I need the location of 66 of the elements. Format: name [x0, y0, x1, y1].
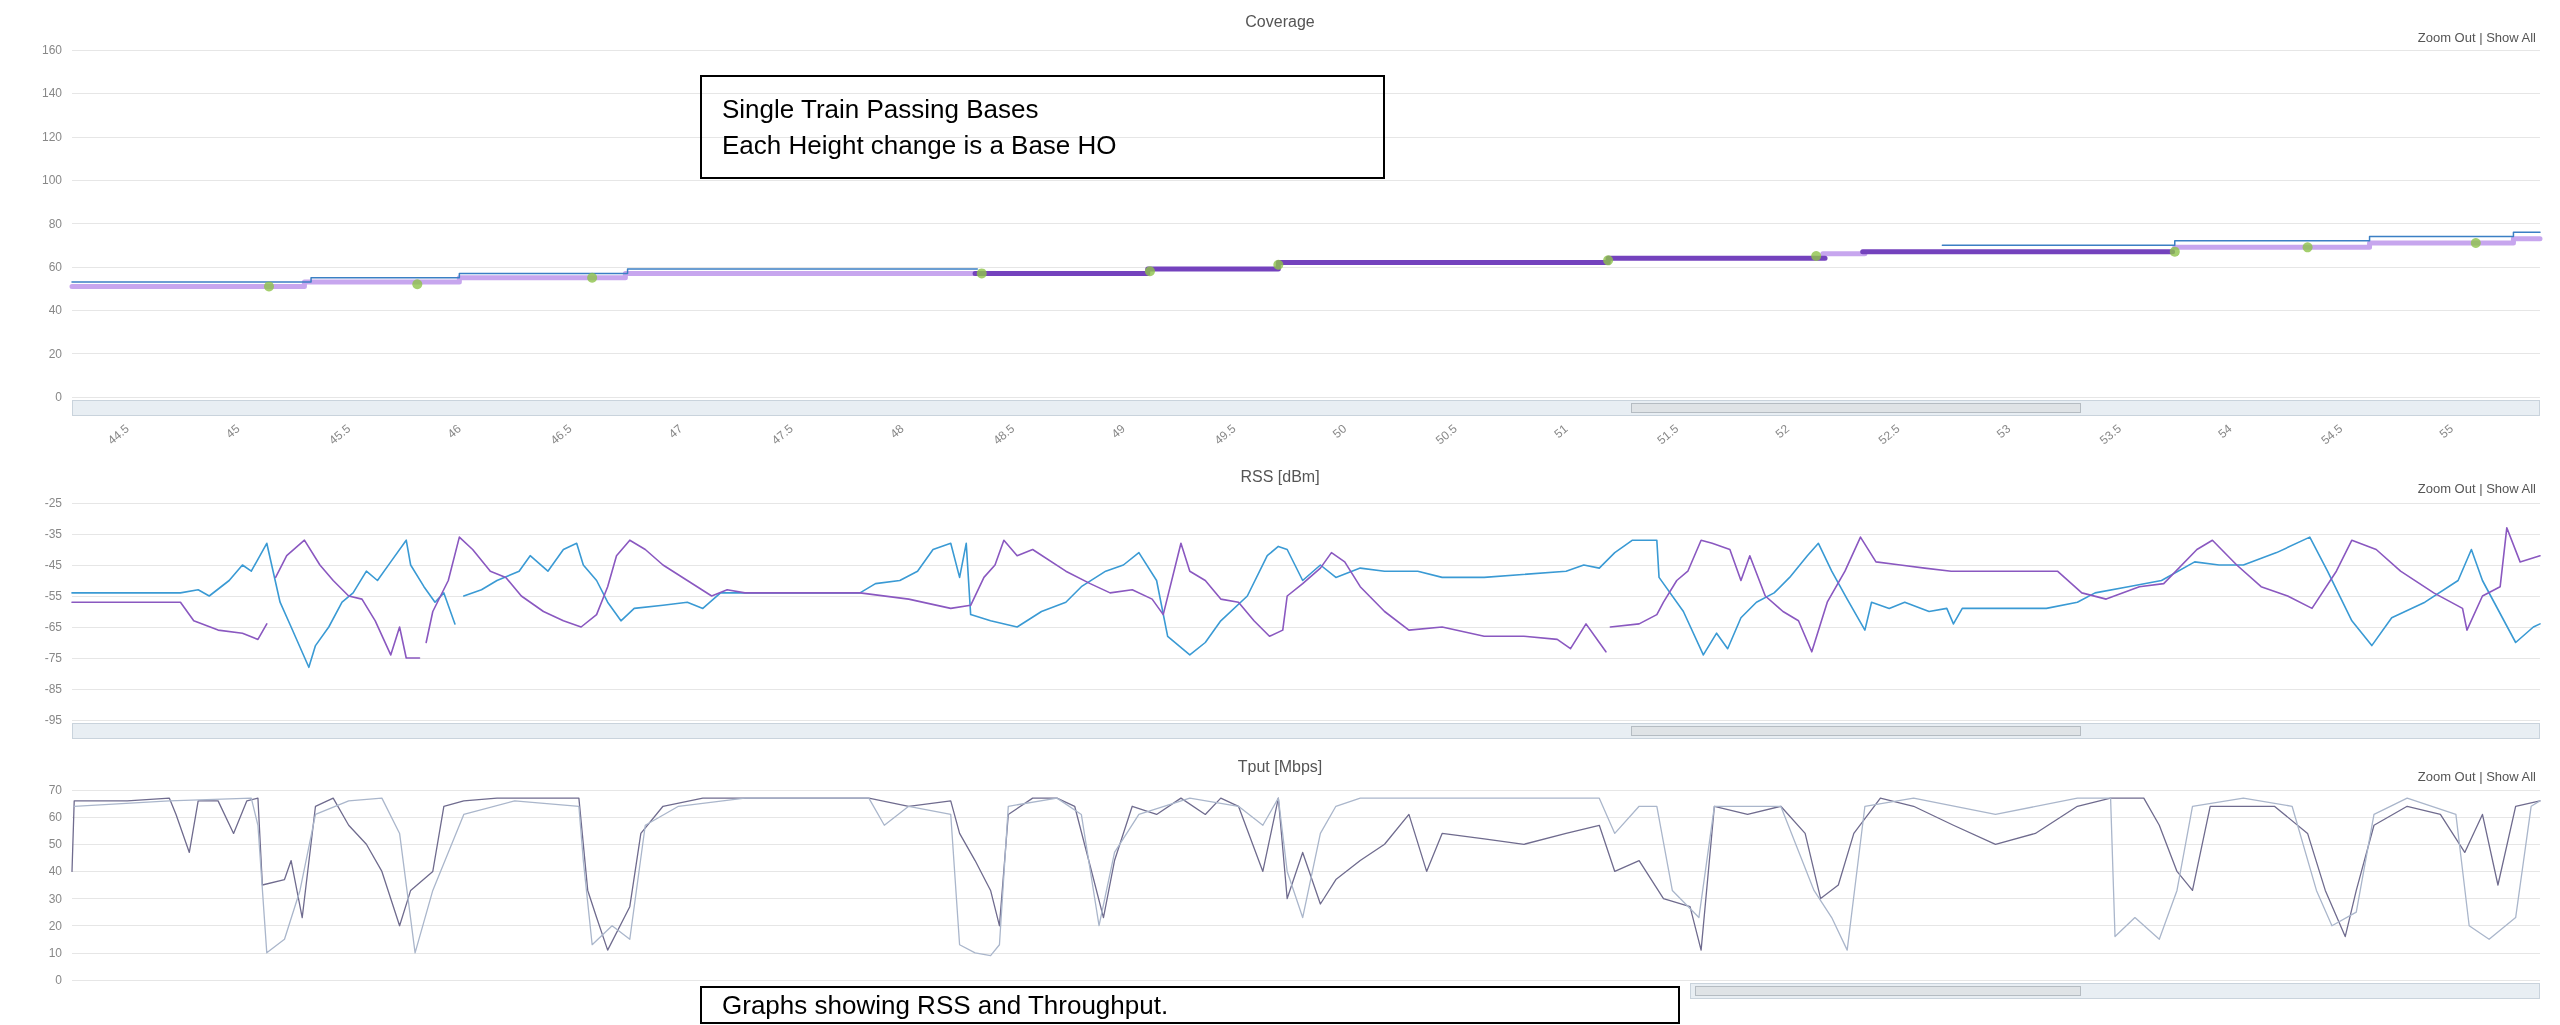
point [412, 279, 423, 290]
x-tick-label: 46.5 [547, 421, 575, 448]
x-tick-label: 50.5 [1433, 421, 1461, 448]
x-tick-label: 47.5 [768, 421, 797, 448]
point [976, 268, 987, 279]
y-tick-label: 140 [41, 86, 63, 101]
annotation: Single Train Passing Bases Each Height change is a Base HO [700, 75, 1385, 179]
y-tick-label: -95 [44, 713, 63, 727]
y-tick-label: -65 [44, 620, 63, 634]
y-tick-label: -45 [44, 558, 63, 572]
y-tick-label: 0 [55, 390, 63, 404]
x-tick-label: 53 [1994, 421, 2014, 441]
point [1273, 259, 1284, 270]
y-tick-label: -85 [44, 682, 63, 696]
x-tick-label: 53.5 [2097, 421, 2125, 448]
text: Zoom Out | Show All [2417, 481, 2536, 496]
chart-title: RSS [dBm] [1240, 467, 1320, 485]
point [264, 281, 274, 292]
x-tick-label: 55 [2436, 421, 2457, 441]
y-tick-label: -75 [44, 651, 63, 665]
text: Graphs showing RSS and Throughput. [700, 986, 1680, 1024]
x-tick-label: 51.5 [1654, 421, 1682, 448]
y-tick-label: 60 [48, 810, 63, 825]
chart-title: Coverage [1245, 12, 1315, 30]
x-tick-label: 48 [887, 421, 907, 441]
y-tick-label: 120 [41, 129, 63, 144]
y-tick-label: 30 [48, 891, 63, 906]
point [2470, 238, 2481, 249]
text: Zoom Out | Show All [2417, 769, 2536, 784]
x-tick-label: 46 [444, 421, 465, 441]
point [1144, 266, 1155, 277]
point [2169, 246, 2180, 257]
y-tick-label: 70 [48, 783, 63, 797]
y-tick-label: 20 [48, 346, 63, 361]
x-tick-label: 49.5 [1211, 421, 1239, 448]
y-tick-label: 0 [55, 973, 63, 987]
text: Zoom Out | Show All [2417, 30, 2536, 45]
x-tick-label: 52 [1772, 421, 1793, 441]
y-tick-label: -25 [44, 496, 63, 510]
point [1603, 255, 1614, 266]
x-tick-label: 54.5 [2318, 421, 2346, 448]
y-tick-label: 40 [48, 864, 63, 879]
chart-title: Tput [Mbps] [1237, 757, 1323, 775]
y-tick-label: -35 [44, 527, 63, 541]
x-tick-label: 49 [1108, 421, 1129, 441]
x-tick-label: 52.5 [1875, 421, 1903, 448]
point [2302, 242, 2313, 253]
x-tick-label: 51 [1551, 421, 1571, 441]
y-tick-label: 80 [48, 216, 63, 231]
y-tick-label: 40 [48, 303, 63, 318]
y-tick-label: 20 [48, 918, 63, 933]
x-tick-label: 45.5 [326, 421, 354, 448]
y-tick-label: 160 [41, 43, 63, 57]
y-tick-label: 10 [48, 945, 63, 960]
x-tick-label: 47 [665, 421, 686, 441]
y-tick-label: -55 [44, 589, 63, 603]
x-tick-label: 54 [2215, 421, 2235, 441]
y-tick-label: 60 [48, 259, 63, 274]
x-tick-label: 48.5 [990, 421, 1018, 448]
y-tick-label: 100 [41, 173, 63, 188]
y-tick-label: 50 [48, 837, 63, 852]
x-tick-label: 45 [223, 421, 243, 441]
point [587, 272, 598, 283]
point [1811, 251, 1822, 262]
x-tick-label: 50 [1330, 421, 1350, 441]
x-tick-label: 44.5 [104, 421, 133, 448]
